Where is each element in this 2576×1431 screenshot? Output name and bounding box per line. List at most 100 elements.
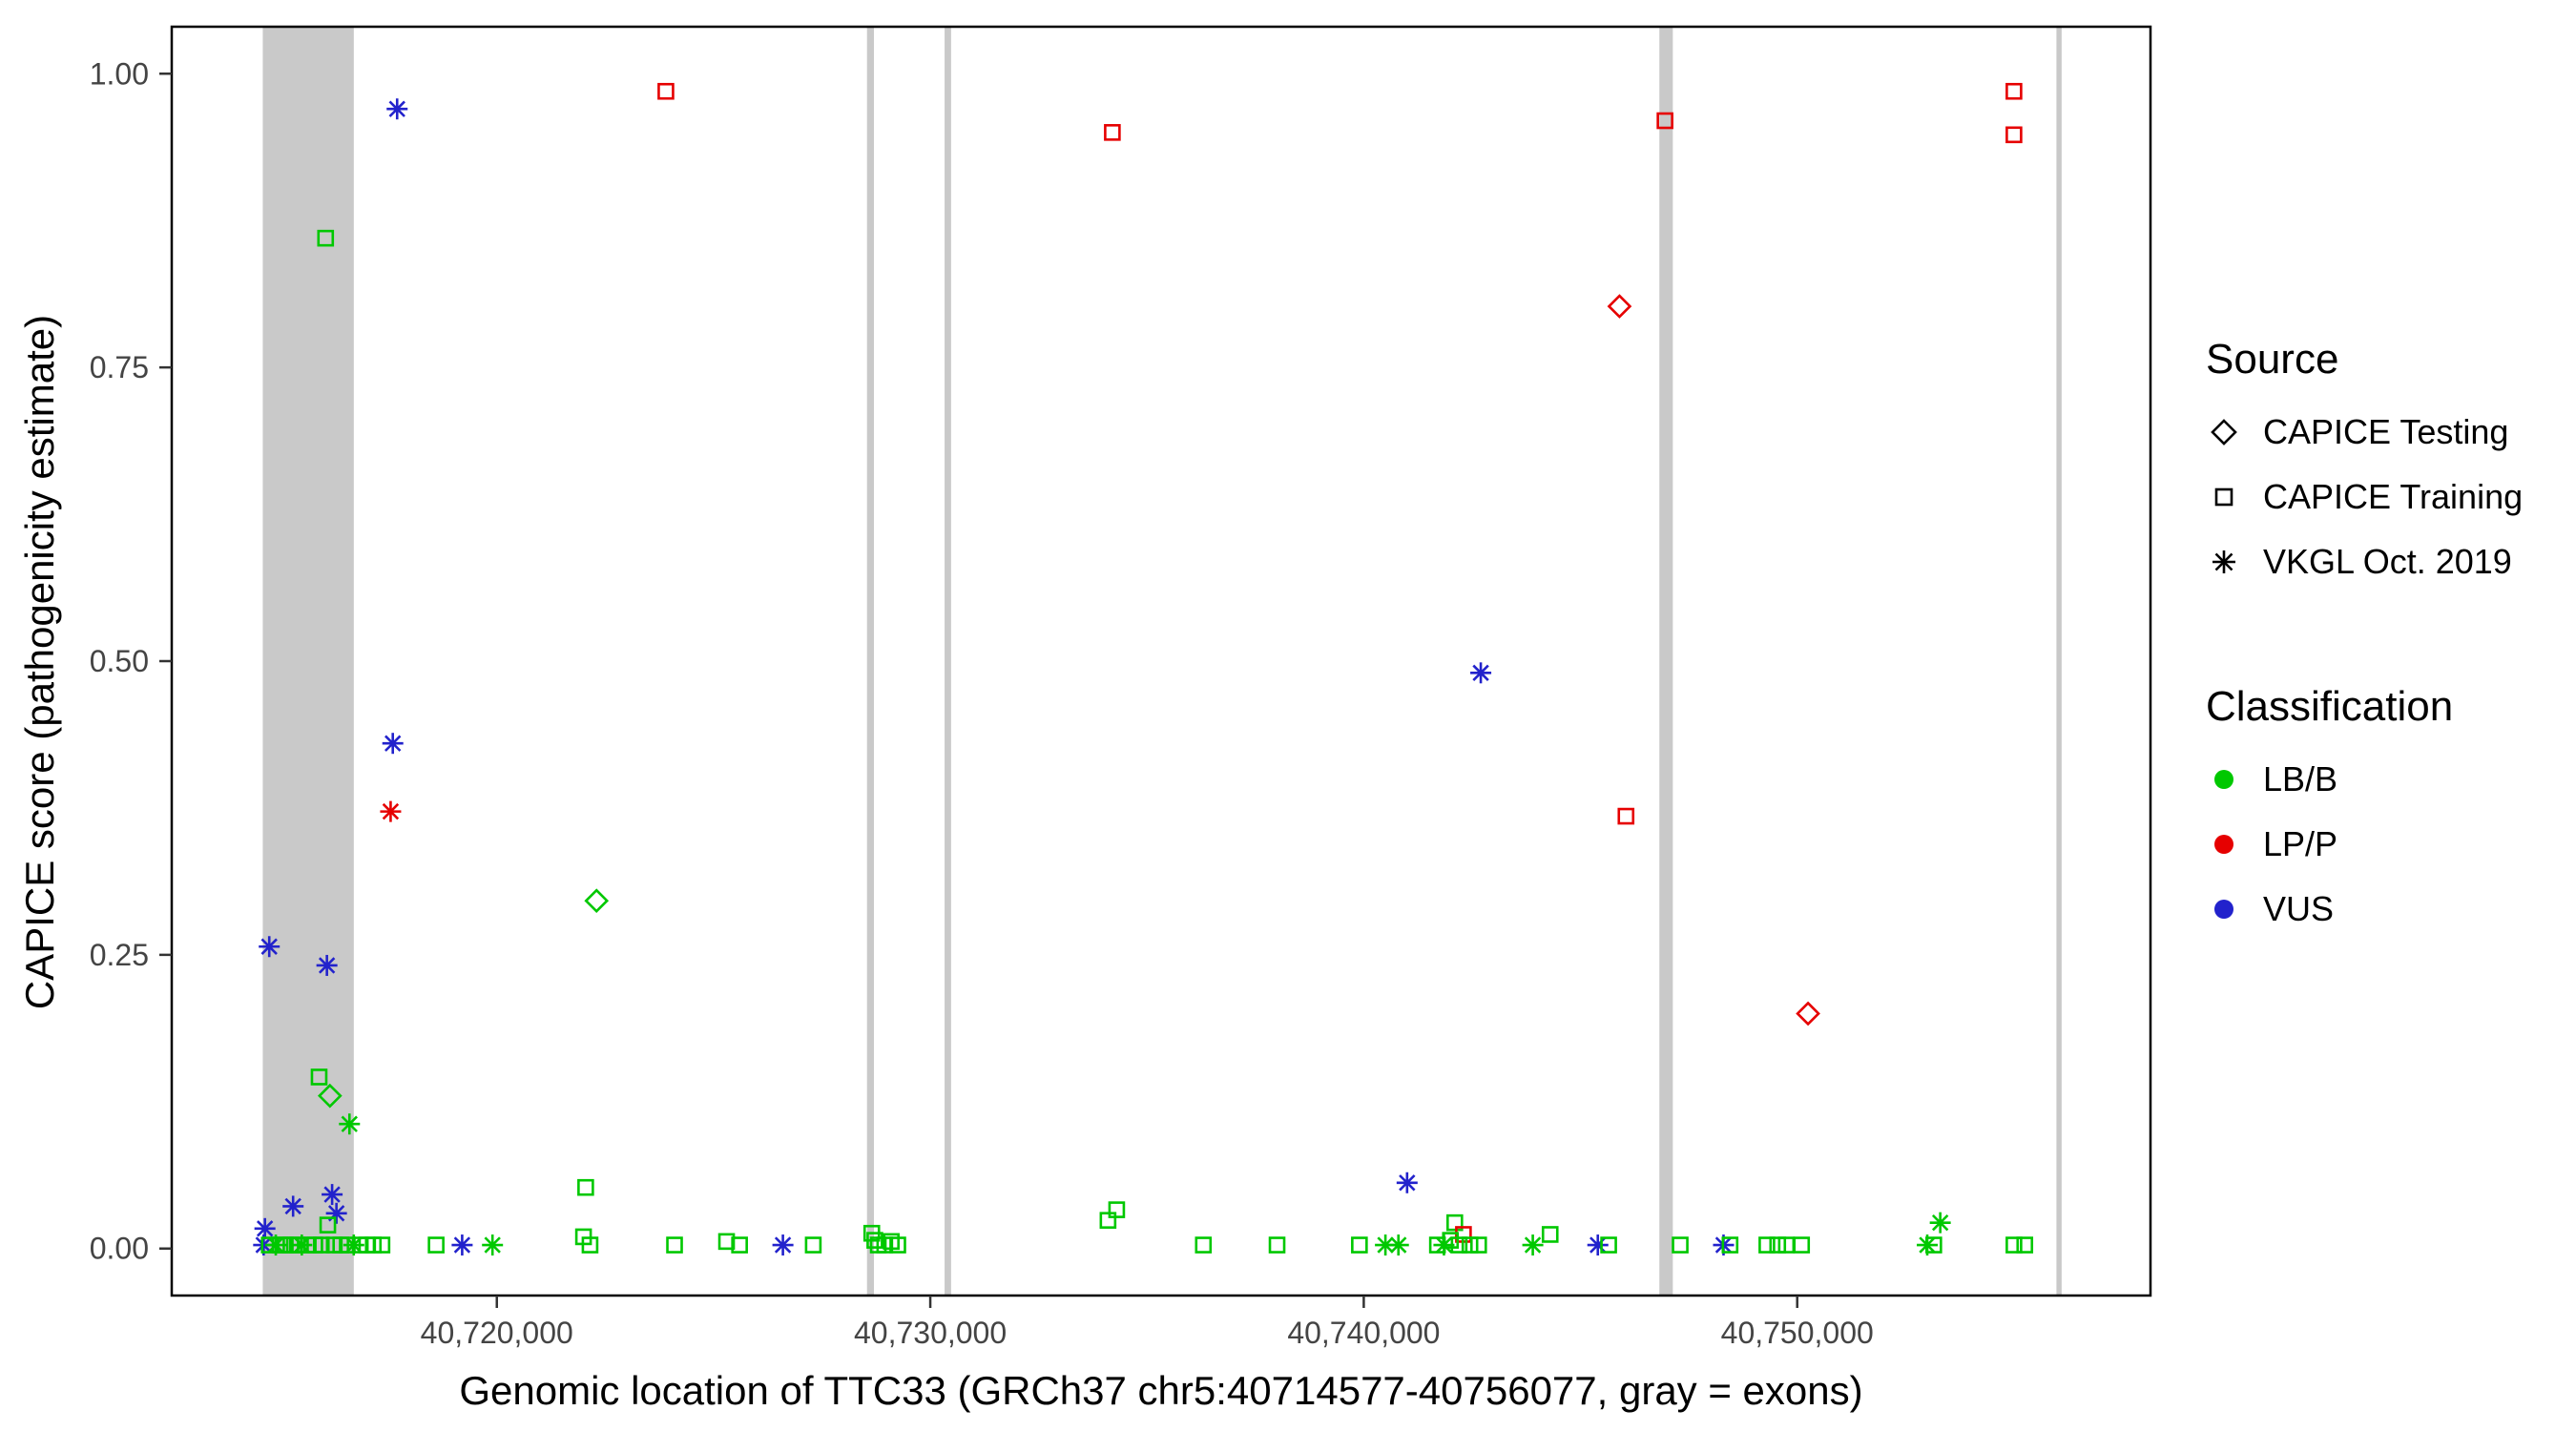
data-point-vkgl-vus bbox=[1396, 1172, 1418, 1193]
data-point-vkgl-vus bbox=[1470, 662, 1492, 684]
data-point-training-lbb bbox=[310, 1068, 328, 1086]
data-point-training-lbb bbox=[1461, 1236, 1479, 1254]
exon-band bbox=[866, 27, 875, 1296]
exon-band bbox=[945, 27, 951, 1296]
data-point-vkgl-lpp bbox=[380, 800, 402, 822]
data-point-training-lbb bbox=[1450, 1236, 1468, 1254]
data-point-training-lbb bbox=[373, 1236, 391, 1254]
data-point-training-lbb bbox=[1672, 1236, 1689, 1254]
legend-item-label: CAPICE Training bbox=[2263, 477, 2524, 516]
y-tick-label: 0.75 bbox=[90, 350, 149, 384]
x-tick-label: 40,720,000 bbox=[421, 1316, 573, 1350]
legend-item-lpp: LP/P bbox=[2206, 824, 2568, 864]
legend-source-title: Source bbox=[2206, 336, 2339, 383]
data-point-vkgl-vus bbox=[325, 1202, 347, 1224]
red-dot-icon bbox=[2214, 835, 2233, 854]
data-point-testing-lbb bbox=[584, 888, 610, 914]
data-point-vkgl-lbb bbox=[339, 1113, 361, 1135]
asterisk-icon bbox=[2212, 550, 2235, 573]
legend-classification-title: Classification bbox=[2206, 683, 2454, 730]
legend-item-label: VKGL Oct. 2019 bbox=[2263, 542, 2512, 581]
data-point-training-lbb bbox=[666, 1236, 683, 1254]
data-point-training-lbb bbox=[1469, 1236, 1487, 1254]
data-point-training-lbb bbox=[804, 1236, 822, 1254]
legend-gap bbox=[2206, 607, 2568, 683]
exon-band bbox=[1659, 27, 1673, 1296]
y-tick-label: 0.00 bbox=[90, 1232, 149, 1266]
x-tick-label: 40,730,000 bbox=[854, 1316, 1007, 1350]
data-point-vkgl-vus bbox=[451, 1234, 473, 1256]
data-point-training-lbb bbox=[1600, 1236, 1617, 1254]
y-tick-label: 0.25 bbox=[90, 938, 149, 972]
exon-band bbox=[2056, 27, 2062, 1296]
data-point-vkgl-lbb bbox=[1375, 1234, 1397, 1256]
x-tick-label: 40,750,000 bbox=[1721, 1316, 1874, 1350]
legend-item-label: LP/P bbox=[2263, 824, 2338, 863]
y-tick-label: 0.50 bbox=[90, 644, 149, 678]
data-point-training-lpp bbox=[2005, 126, 2023, 144]
legend-item-capice-training: CAPICE Training bbox=[2206, 477, 2568, 517]
y-tick-label: 1.00 bbox=[90, 56, 149, 91]
data-point-training-lbb bbox=[1099, 1212, 1117, 1229]
data-point-vkgl-vus bbox=[316, 954, 338, 976]
data-point-training-lbb bbox=[317, 229, 335, 247]
legend: Source CAPICE Testing CAPICE Training bbox=[2206, 336, 2568, 954]
data-point-training-lbb bbox=[1925, 1236, 1942, 1254]
legend-item-capice-testing: CAPICE Testing bbox=[2206, 412, 2568, 452]
blue-dot-icon bbox=[2214, 900, 2233, 919]
legend-item-label: LB/B bbox=[2263, 759, 2338, 798]
data-point-training-lbb bbox=[312, 1236, 330, 1254]
data-point-training-lpp bbox=[657, 82, 675, 100]
data-point-training-lbb bbox=[364, 1236, 383, 1254]
data-point-training-lbb bbox=[1268, 1236, 1286, 1254]
data-point-vkgl-vus bbox=[259, 936, 280, 958]
green-dot-icon bbox=[2214, 770, 2233, 789]
data-point-vkgl-vus bbox=[1587, 1234, 1609, 1256]
exon-band bbox=[262, 27, 354, 1296]
legend-item-lbb: LB/B bbox=[2206, 759, 2568, 799]
data-point-vkgl-lbb bbox=[1929, 1212, 1951, 1234]
data-point-vkgl-lbb bbox=[1522, 1234, 1544, 1256]
data-point-training-lpp bbox=[1104, 124, 1121, 141]
data-point-vkgl-vus bbox=[382, 733, 404, 755]
data-point-training-lbb bbox=[427, 1236, 445, 1254]
legend-item-label: VUS bbox=[2263, 889, 2335, 928]
data-point-vkgl-vus bbox=[322, 1184, 343, 1206]
data-point-training-lbb bbox=[2005, 1236, 2023, 1254]
legend-item-vkgl: VKGL Oct. 2019 bbox=[2206, 542, 2568, 582]
x-tick-label: 40,740,000 bbox=[1287, 1316, 1440, 1350]
data-point-vkgl-vus bbox=[254, 1217, 276, 1239]
data-point-training-lbb bbox=[1442, 1232, 1460, 1249]
legend-item-label: CAPICE Testing bbox=[2263, 412, 2509, 451]
data-point-training-lbb bbox=[1758, 1236, 1776, 1254]
data-point-training-lbb bbox=[1108, 1201, 1126, 1218]
data-point-training-lbb bbox=[1777, 1236, 1796, 1254]
legend-item-vus: VUS bbox=[2206, 889, 2568, 929]
data-point-training-lbb bbox=[717, 1233, 736, 1251]
data-point-vkgl-lbb bbox=[482, 1234, 504, 1256]
data-point-training-lbb bbox=[866, 1232, 883, 1249]
data-point-training-lbb bbox=[577, 1178, 594, 1196]
data-point-training-lbb bbox=[2016, 1236, 2034, 1254]
data-point-training-lbb bbox=[1195, 1236, 1213, 1254]
data-point-testing-lpp bbox=[1607, 294, 1632, 319]
data-point-training-lbb bbox=[1351, 1236, 1368, 1254]
square-icon bbox=[2214, 487, 2233, 507]
data-point-training-lbb bbox=[1793, 1236, 1811, 1254]
data-point-testing-lbb bbox=[317, 1083, 343, 1109]
data-point-vkgl-vus bbox=[772, 1234, 794, 1256]
data-point-vkgl-lbb bbox=[1387, 1234, 1409, 1256]
data-point-training-lbb bbox=[1446, 1213, 1464, 1232]
data-point-training-lbb bbox=[581, 1236, 599, 1254]
data-point-testing-lpp bbox=[1796, 1001, 1820, 1027]
data-point-training-lbb bbox=[319, 1216, 337, 1234]
panel-border bbox=[170, 25, 2152, 1297]
data-point-training-lpp bbox=[1656, 112, 1673, 130]
data-point-training-lbb bbox=[731, 1236, 748, 1254]
data-point-training-lpp bbox=[1617, 807, 1635, 825]
data-point-training-lbb bbox=[1541, 1226, 1559, 1243]
data-point-training-lpp bbox=[2005, 82, 2023, 100]
data-point-vkgl-vus bbox=[282, 1195, 304, 1217]
